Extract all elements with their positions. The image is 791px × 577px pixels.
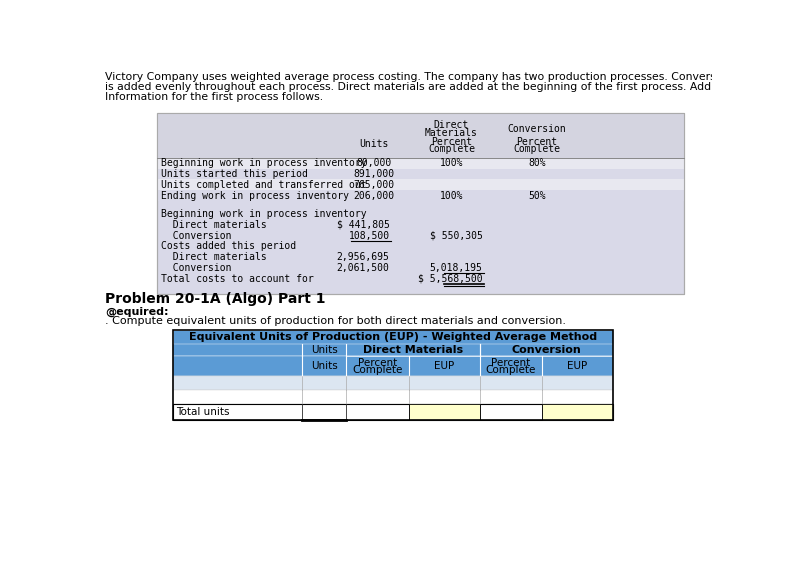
Bar: [172, 357, 613, 376]
Text: Complete: Complete: [486, 365, 536, 375]
Text: $ 5,568,500: $ 5,568,500: [418, 273, 483, 284]
Text: EUP: EUP: [567, 361, 588, 372]
Text: Percent: Percent: [358, 358, 397, 368]
Text: Units: Units: [311, 361, 338, 372]
Text: Units: Units: [311, 345, 338, 355]
Bar: [543, 404, 613, 419]
Bar: [172, 330, 613, 419]
Text: Victory Company uses weighted average process costing. The company has two produ: Victory Company uses weighted average pr…: [105, 72, 759, 82]
Bar: [157, 113, 684, 159]
Bar: [157, 158, 684, 168]
Text: Percent: Percent: [517, 137, 558, 147]
Bar: [172, 404, 613, 419]
Text: Total units: Total units: [176, 407, 229, 417]
Text: Information for the first process follows.: Information for the first process follow…: [105, 92, 324, 102]
Text: 765,000: 765,000: [354, 180, 395, 190]
Text: Costs added this period: Costs added this period: [161, 241, 296, 252]
Text: Units completed and transferred out: Units completed and transferred out: [161, 180, 366, 190]
Text: Complete: Complete: [513, 144, 560, 154]
Bar: [157, 190, 684, 201]
Bar: [157, 113, 684, 294]
Text: @equired:: @equired:: [105, 306, 168, 317]
Text: 891,000: 891,000: [354, 169, 395, 179]
Text: 50%: 50%: [528, 190, 546, 201]
Text: $ 550,305: $ 550,305: [430, 231, 483, 241]
Bar: [157, 168, 684, 179]
Text: $ 441,805: $ 441,805: [337, 220, 389, 230]
Bar: [172, 330, 613, 344]
Text: 80,000: 80,000: [357, 158, 392, 168]
Text: 5,018,195: 5,018,195: [430, 263, 483, 273]
Text: 2,061,500: 2,061,500: [337, 263, 389, 273]
Text: Complete: Complete: [353, 365, 403, 375]
Text: Direct Materials: Direct Materials: [363, 345, 463, 355]
Text: Direct materials: Direct materials: [161, 220, 267, 230]
Text: Complete: Complete: [428, 144, 475, 154]
Text: 80%: 80%: [528, 158, 546, 168]
Text: 100%: 100%: [440, 158, 464, 168]
Text: Conversion: Conversion: [161, 263, 232, 273]
Text: Beginning work in process inventory: Beginning work in process inventory: [161, 158, 366, 168]
Text: Beginning work in process inventory: Beginning work in process inventory: [161, 209, 366, 219]
Text: 206,000: 206,000: [354, 190, 395, 201]
Bar: [172, 390, 613, 404]
Text: Materials: Materials: [425, 128, 478, 138]
Bar: [172, 344, 613, 357]
Text: is added evenly throughout each process. Direct materials are added at the begin: is added evenly throughout each process.…: [105, 82, 744, 92]
Text: Total costs to account for: Total costs to account for: [161, 273, 313, 284]
Text: Conversion: Conversion: [507, 124, 566, 134]
Text: Percent: Percent: [431, 137, 472, 147]
Bar: [172, 376, 613, 390]
Text: Conversion: Conversion: [161, 231, 232, 241]
Text: Percent: Percent: [491, 358, 531, 368]
Text: 100%: 100%: [440, 190, 464, 201]
Text: Units started this period: Units started this period: [161, 169, 308, 179]
Bar: [157, 179, 684, 190]
Text: EUP: EUP: [434, 361, 455, 372]
Bar: [157, 113, 684, 294]
Text: Problem 20-1A (Algo) Part 1: Problem 20-1A (Algo) Part 1: [105, 293, 326, 306]
Text: Direct: Direct: [434, 121, 469, 130]
Text: Direct materials: Direct materials: [161, 252, 267, 262]
Text: Ending work in process inventory: Ending work in process inventory: [161, 190, 349, 201]
Text: 108,500: 108,500: [348, 231, 389, 241]
Text: Equivalent Units of Production (EUP) - Weighted Average Method: Equivalent Units of Production (EUP) - W…: [188, 332, 596, 342]
Text: Units: Units: [359, 139, 388, 149]
Text: . Compute equivalent units of production for both direct materials and conversio: . Compute equivalent units of production…: [105, 316, 566, 326]
Text: 2,956,695: 2,956,695: [337, 252, 389, 262]
Bar: [409, 404, 479, 419]
Text: Conversion: Conversion: [511, 345, 581, 355]
